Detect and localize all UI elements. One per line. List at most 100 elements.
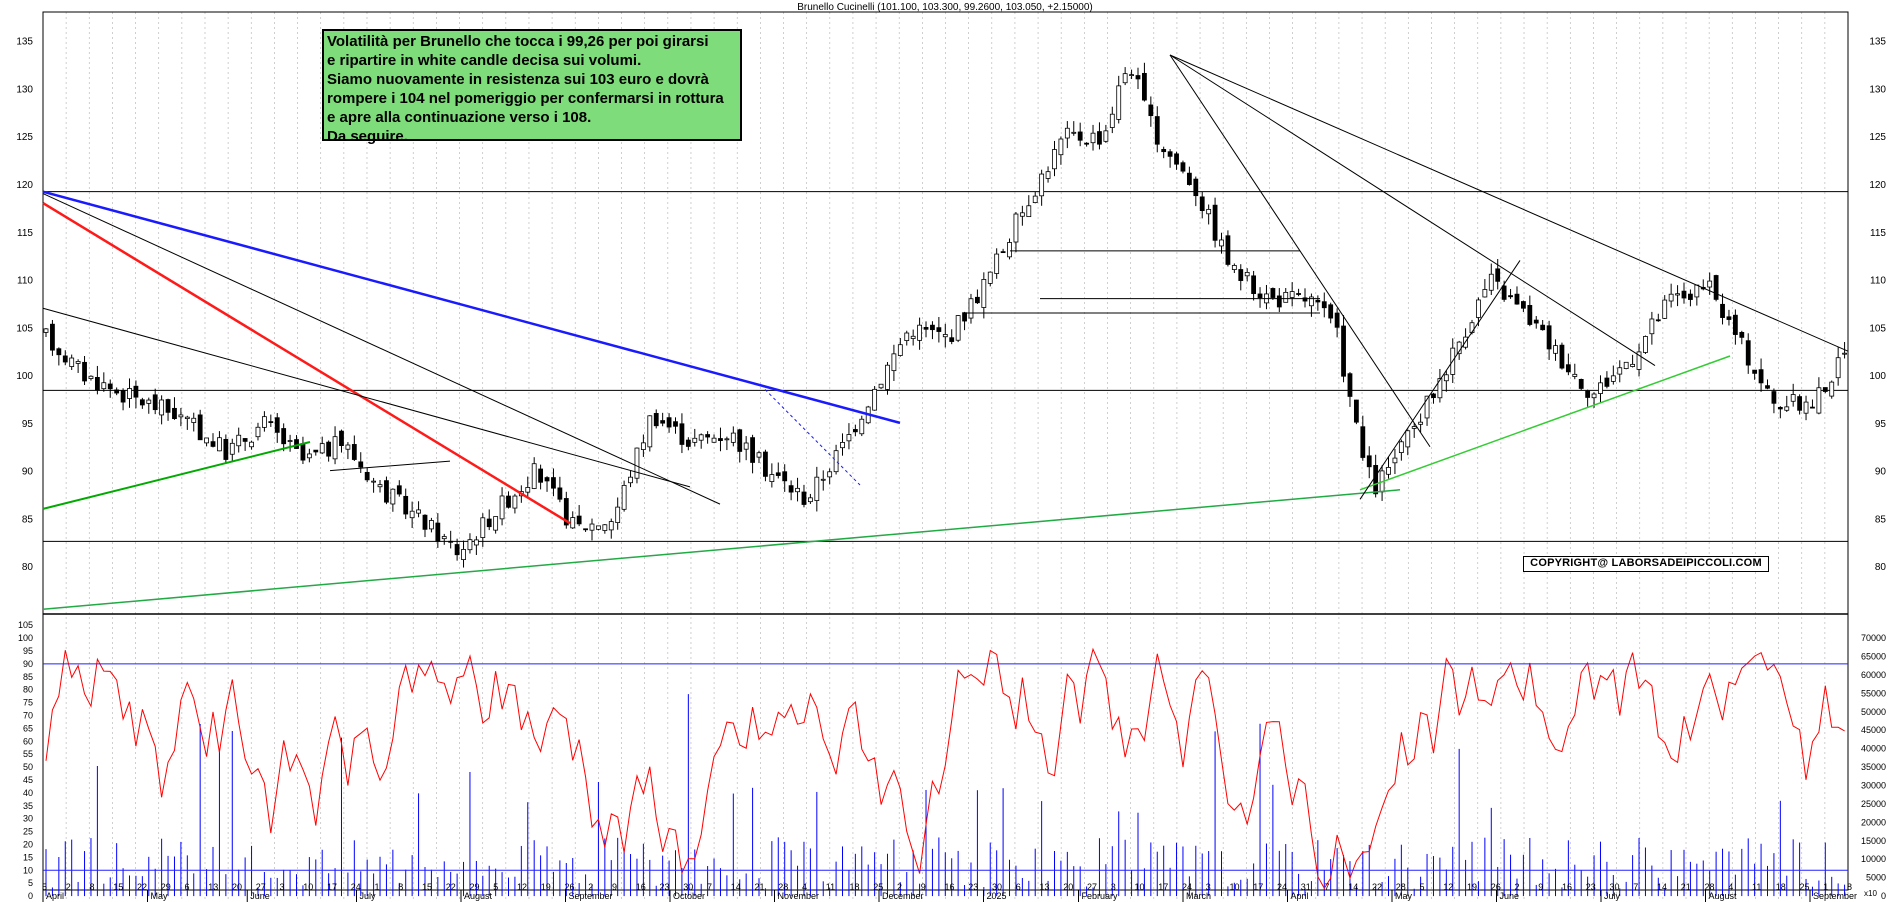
candle-body — [910, 335, 916, 339]
candle-body — [364, 471, 370, 481]
candle-body — [1097, 131, 1102, 145]
volume-tick-label: 30000 — [1861, 781, 1886, 791]
oscillator-tick-label: 55 — [23, 749, 33, 759]
candle-body — [1386, 467, 1391, 475]
candle-body — [1540, 324, 1546, 331]
candle-body — [814, 476, 820, 501]
candle-body — [1084, 142, 1090, 145]
candle-body — [1353, 399, 1359, 423]
day-tick-label: 15 — [113, 882, 123, 892]
candle-body — [782, 471, 788, 482]
day-tick-label: 4 — [1728, 882, 1733, 892]
candle-body — [371, 480, 376, 483]
price-tick-label-right: 130 — [1869, 84, 1886, 95]
candle-body — [422, 514, 428, 530]
oscillator-tick-label: 40 — [23, 788, 33, 798]
candle-body — [987, 271, 993, 284]
day-tick-label: 24 — [1277, 882, 1287, 892]
candle-body — [711, 437, 717, 443]
candle-body — [955, 315, 961, 341]
candle-body — [1553, 345, 1558, 354]
day-tick-label: 3 — [280, 882, 285, 892]
candle-body — [673, 421, 678, 427]
candle-body — [467, 539, 473, 551]
candle-body — [473, 539, 479, 546]
candle-body — [583, 528, 588, 531]
month-label: December — [882, 891, 924, 901]
candle-body — [217, 437, 222, 452]
candle-body — [236, 434, 242, 447]
candle-body — [114, 389, 120, 394]
candle-body — [1276, 295, 1282, 308]
candle-body — [1206, 208, 1212, 215]
candle-body — [396, 485, 402, 495]
candle-body — [1347, 373, 1353, 397]
price-tick-label-left: 105 — [16, 323, 33, 334]
candle-body — [1598, 382, 1603, 394]
candle-body — [1161, 149, 1167, 153]
price-tick-label-left: 135 — [16, 37, 33, 48]
candle-body — [1225, 235, 1231, 265]
candle-body — [1289, 291, 1295, 298]
price-tick-label-right: 110 — [1870, 276, 1886, 287]
day-tick-label: 10 — [303, 882, 313, 892]
note-line: e ripartire in white candle decisa sui v… — [327, 52, 642, 69]
candle-body — [1732, 314, 1738, 335]
day-tick-label: 20 — [1063, 882, 1073, 892]
candle-body — [1521, 301, 1526, 309]
candle-body — [319, 443, 325, 454]
volume-tick-label: 25000 — [1861, 799, 1886, 809]
candle-body — [1090, 132, 1096, 144]
candle-body — [409, 510, 415, 519]
day-tick-label: 22 — [446, 882, 456, 892]
candle-body — [685, 439, 691, 447]
volume-tick-label: 20000 — [1861, 817, 1886, 827]
day-tick-label: 7 — [707, 882, 712, 892]
day-tick-label: 10 — [1135, 882, 1145, 892]
price-tick-label-right: 100 — [1869, 371, 1886, 382]
oscillator-tick-label: 50 — [23, 762, 33, 772]
candle-body — [358, 461, 364, 468]
candle-body — [1296, 293, 1301, 295]
candle-body — [486, 518, 492, 528]
day-tick-label: 21 — [755, 882, 765, 892]
day-tick-label: 27 — [1087, 882, 1097, 892]
black-trendline — [1359, 260, 1521, 500]
candle-body — [756, 452, 762, 458]
candle-body — [1418, 421, 1424, 425]
candle-body — [1437, 378, 1443, 399]
candle-body — [1623, 361, 1629, 369]
day-tick-label: 13 — [1040, 882, 1050, 892]
candle-body — [1360, 426, 1366, 458]
candle-body — [1578, 379, 1584, 389]
candle-body — [1148, 104, 1154, 117]
day-tick-label: 30 — [683, 882, 693, 892]
day-tick-label: 18 — [1776, 882, 1786, 892]
candle-body — [551, 477, 556, 489]
price-tick-label-right: 95 — [1875, 419, 1887, 430]
volume-tick-label: 40000 — [1861, 744, 1886, 754]
candle-body — [1476, 299, 1481, 318]
day-tick-label: 2 — [1515, 882, 1520, 892]
candle-body — [975, 296, 980, 304]
candle-body — [1713, 275, 1719, 300]
oscillator-tick-label: 85 — [23, 672, 33, 682]
candle-body — [249, 441, 254, 448]
price-tick-label-right: 85 — [1875, 514, 1887, 525]
candle-body — [1668, 293, 1674, 302]
month-label: July — [360, 891, 377, 901]
month-label: April — [1291, 891, 1309, 901]
candle-body — [1752, 369, 1758, 374]
oscillator-tick-label: 75 — [23, 698, 33, 708]
candle-body — [1373, 465, 1379, 495]
candle-body — [133, 385, 139, 398]
day-tick-label: 17 — [1158, 882, 1168, 892]
candle-body — [62, 355, 68, 363]
candle-body — [1662, 299, 1668, 319]
candle-body — [1142, 72, 1147, 101]
day-tick-label: 14 — [1348, 882, 1358, 892]
candle-body — [1366, 455, 1372, 468]
candle-body — [146, 399, 152, 404]
candle-body — [1559, 344, 1565, 369]
candle-body — [833, 450, 839, 473]
